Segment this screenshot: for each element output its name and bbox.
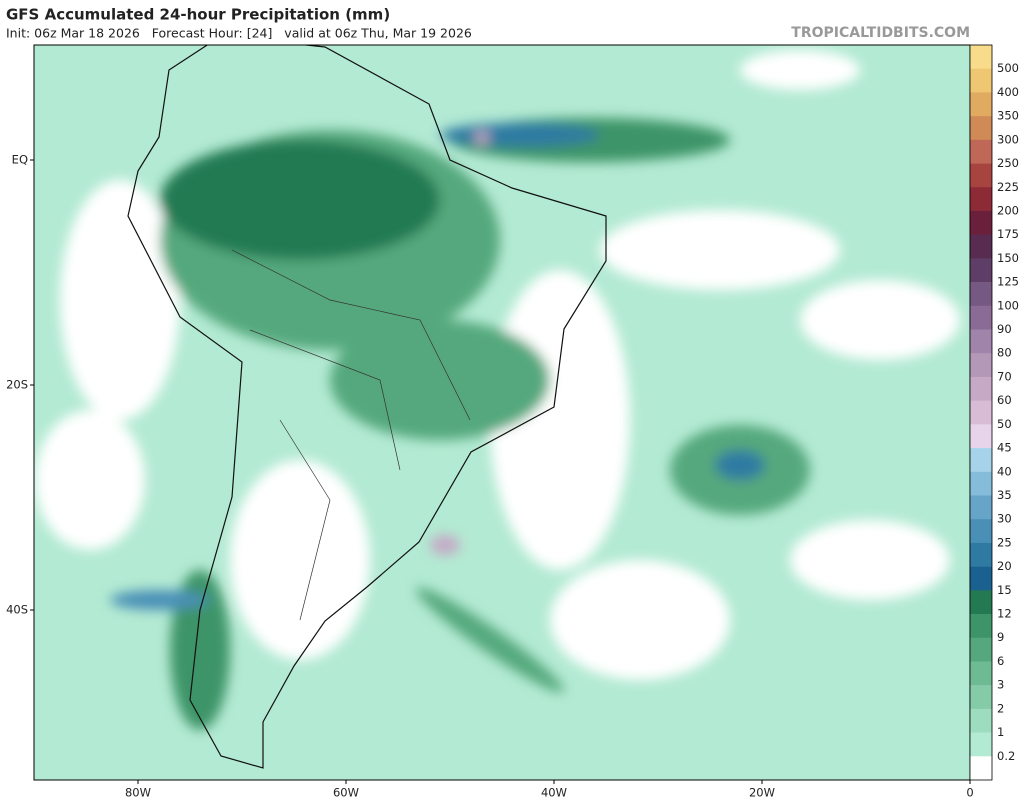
lat-label: 20S: [6, 378, 28, 392]
borders: [231, 249, 471, 621]
colorbar-segment: [970, 495, 992, 520]
colorbar-label: 0.2: [997, 749, 1015, 763]
colorbar-segment: [970, 163, 992, 188]
colorbar-segment: [970, 732, 992, 757]
axis-labels: EQ 20S 40S 80W 60W 40W 20W 0: [6, 153, 974, 800]
colorbar-segment: [970, 353, 992, 378]
colorbar-segment: [970, 614, 992, 639]
lon-label: 20W: [749, 786, 775, 800]
colorbar-segment: [970, 187, 992, 212]
colorbar-label: 225: [997, 180, 1019, 194]
colorbar-label: 20: [997, 559, 1012, 573]
colorbar-label: 350: [997, 109, 1019, 123]
map: [34, 45, 970, 780]
colorbar-label: 500: [997, 61, 1019, 75]
colorbar-segment: [970, 566, 992, 591]
colorbar-segment: [970, 400, 992, 425]
lon-label: 40W: [541, 786, 567, 800]
colorbar-segment: [970, 258, 992, 283]
colorbar-label: 3: [997, 678, 1004, 692]
colorbar-segment: [970, 282, 992, 307]
colorbar-segment: [970, 637, 992, 662]
colorbar-segment: [970, 519, 992, 544]
colorbar-label: 90: [997, 322, 1012, 336]
colorbar-label: 80: [997, 346, 1012, 360]
colorbar-segment: [970, 234, 992, 259]
colorbar-label: 40: [997, 464, 1012, 478]
colorbar-label: 175: [997, 227, 1019, 241]
colorbar-label: 25: [997, 535, 1012, 549]
lon-label: 60W: [333, 786, 359, 800]
colorbar-segment: [970, 45, 992, 70]
colorbar-label: 30: [997, 512, 1012, 526]
colorbar-segment: [970, 376, 992, 401]
colorbar-label: 50: [997, 417, 1012, 431]
colorbar-segment: [970, 756, 992, 781]
lon-label: 0: [966, 786, 973, 800]
colorbar-segment: [970, 685, 992, 710]
coastline: [127, 45, 607, 769]
colorbar-label: 6: [997, 654, 1004, 668]
colorbar-segment: [970, 92, 992, 117]
colorbar-segment: [970, 424, 992, 449]
colorbar-label: 9: [997, 630, 1004, 644]
colorbar-label: 125: [997, 275, 1019, 289]
site-name: TROPICALTIDBITS.COM: [791, 25, 970, 41]
colorbar-label: 400: [997, 85, 1019, 99]
colorbar-label: 60: [997, 393, 1012, 407]
colorbar-frame: [969, 44, 993, 781]
colorbar-label: 15: [997, 583, 1012, 597]
colorbar-segment: [970, 661, 992, 686]
colorbar-segment: [970, 68, 992, 93]
colorbar-label: 150: [997, 251, 1019, 265]
precip-field: [35, 50, 960, 730]
colorbar-label: 100: [997, 298, 1019, 312]
colorbar-segment: [970, 139, 992, 164]
colorbar: 5004003503002502252001751501251009080706…: [969, 44, 1019, 781]
colorbar-segment: [970, 448, 992, 473]
colorbar-segment: [970, 708, 992, 733]
colorbar-label: 300: [997, 132, 1019, 146]
colorbar-segment: [970, 210, 992, 235]
colorbar-segment: [970, 329, 992, 354]
colorbar-label: 200: [997, 203, 1019, 217]
colorbar-label: 70: [997, 369, 1012, 383]
colorbar-label: 1: [997, 725, 1004, 739]
colorbar-segment: [970, 471, 992, 496]
colorbar-segment: [970, 305, 992, 330]
colorbar-segment: [970, 116, 992, 141]
colorbar-label: 45: [997, 441, 1012, 455]
subtitle: Init: 06z Mar 18 2026 Forecast Hour: [24…: [6, 26, 472, 41]
lat-label: 40S: [6, 603, 28, 617]
colorbar-segment: [970, 542, 992, 567]
lat-label: EQ: [12, 153, 28, 167]
title: GFS Accumulated 24-hour Precipitation (m…: [6, 6, 390, 24]
colorbar-segment: [970, 590, 992, 615]
colorbar-label: 35: [997, 488, 1012, 502]
lon-label: 80W: [125, 786, 151, 800]
colorbar-label: 250: [997, 156, 1019, 170]
colorbar-label: 12: [997, 607, 1012, 621]
colorbar-label: 2: [997, 701, 1004, 715]
